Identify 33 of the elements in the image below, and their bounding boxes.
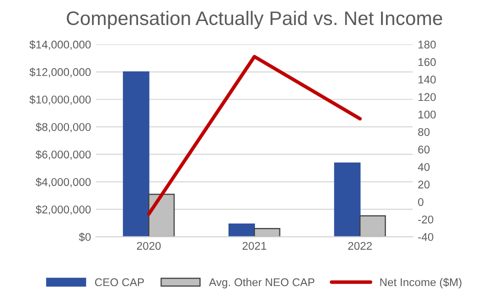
y-tick-label: $8,000,000 bbox=[36, 122, 91, 132]
y2-tick-label: 80 bbox=[418, 128, 430, 136]
bar bbox=[359, 215, 386, 237]
x-tick-label: 2020 bbox=[137, 242, 161, 250]
x-tick-label: 2021 bbox=[242, 242, 266, 250]
y2-tick-label: 0 bbox=[418, 198, 424, 206]
y2-tick-label: -40 bbox=[418, 233, 434, 241]
y-tick-label: $10,000,000 bbox=[29, 95, 91, 105]
y2-tick-label: 20 bbox=[418, 180, 430, 188]
bar bbox=[254, 228, 280, 237]
bar bbox=[334, 162, 361, 237]
y-tick-label: $12,000,000 bbox=[29, 68, 91, 78]
x-tick-label: 2022 bbox=[348, 242, 372, 250]
y-tick-label: $0 bbox=[78, 232, 91, 242]
y2-tick-label: 180 bbox=[418, 40, 436, 49]
y2-tick-label: 60 bbox=[418, 146, 430, 154]
y-tick-label: $6,000,000 bbox=[36, 150, 91, 160]
y-tick-label: $2,000,000 bbox=[36, 205, 91, 215]
y2-tick-label: -20 bbox=[418, 216, 434, 224]
legend-label: Avg. Other NEO CAP bbox=[208, 278, 314, 288]
bar bbox=[122, 71, 150, 237]
y-tick-label: $14,000,000 bbox=[29, 40, 91, 50]
bar bbox=[228, 223, 255, 237]
legend-label: Net Income ($M) bbox=[380, 278, 462, 288]
y2-tick-label: 140 bbox=[418, 76, 436, 84]
legend-label: CEO CAP bbox=[95, 278, 144, 286]
bar bbox=[148, 194, 175, 237]
y-tick-label: $4,000,000 bbox=[36, 178, 91, 188]
y2-tick-label: 100 bbox=[418, 110, 436, 118]
y2-tick-label: 160 bbox=[418, 58, 436, 66]
y2-tick-label: 40 bbox=[418, 163, 430, 171]
y2-tick-label: 120 bbox=[418, 93, 436, 102]
chart-title: Compensation Actually Paid vs. Net Income bbox=[66, 10, 442, 29]
